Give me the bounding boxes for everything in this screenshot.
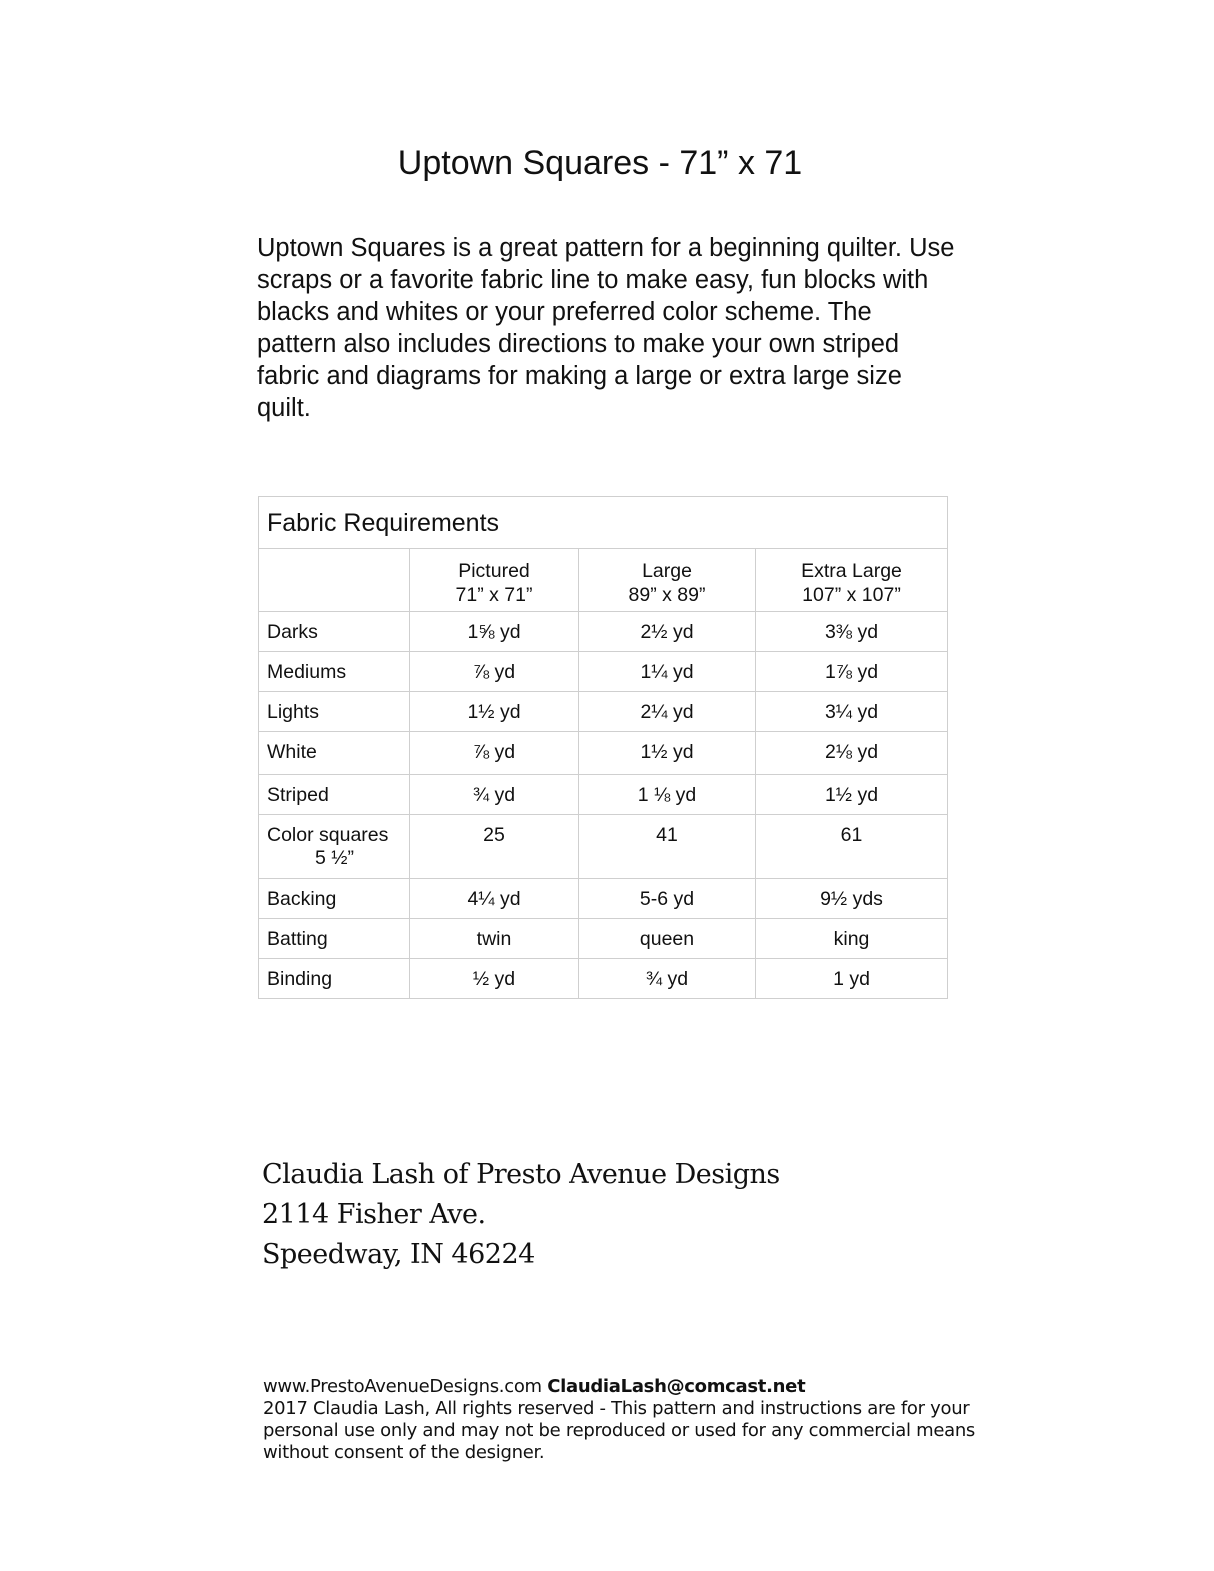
table-cell: ¾ yd — [578, 958, 756, 999]
table-cell: 2⅛ yd — [755, 731, 948, 775]
address-line-3: Speedway, IN 46224 — [262, 1239, 535, 1270]
table-row: Color squares 5 ½” 25 41 61 — [258, 814, 948, 879]
table-cell: queen — [578, 918, 756, 959]
website-link[interactable]: www.PrestoAvenueDesigns.com — [263, 1376, 542, 1397]
table-cell: ⅞ yd — [409, 651, 579, 692]
row-label: White — [258, 731, 410, 775]
row-label: Lights — [258, 691, 410, 732]
table-row: White ⅞ yd 1½ yd 2⅛ yd — [258, 731, 948, 775]
table-row: Mediums ⅞ yd 1¼ yd 1⅞ yd — [258, 651, 948, 692]
address-line-1: Claudia Lash of Presto Avenue Designs — [262, 1159, 780, 1190]
table-cell: twin — [409, 918, 579, 959]
fabric-requirements-table: Fabric Requirements Pictured 71” x 71” La… — [258, 496, 948, 999]
table-cell: 1½ yd — [755, 774, 948, 815]
row-label: Binding — [258, 958, 410, 999]
empty-header-cell — [258, 548, 410, 612]
table-cell: 2¼ yd — [578, 691, 756, 732]
table-cell: 2½ yd — [578, 611, 756, 652]
row-label: Striped — [258, 774, 410, 815]
table-row: Batting twin queen king — [258, 918, 948, 959]
table-title: Fabric Requirements — [258, 496, 948, 549]
address-line-2: 2114 Fisher Ave. — [262, 1199, 486, 1230]
table-cell: ½ yd — [409, 958, 579, 999]
table-cell: 3¼ yd — [755, 691, 948, 732]
table-row: Striped ¾ yd 1 ⅛ yd 1½ yd — [258, 774, 948, 815]
table-cell: 1⅞ yd — [755, 651, 948, 692]
table-cell: 1⅝ yd — [409, 611, 579, 652]
table-row: Binding ½ yd ¾ yd 1 yd — [258, 958, 948, 999]
column-header-large: Large 89” x 89” — [578, 548, 756, 612]
table-cell: 1 ⅛ yd — [578, 774, 756, 815]
table-row: Darks 1⅝ yd 2½ yd 3⅜ yd — [258, 611, 948, 652]
table-cell: 25 — [409, 814, 579, 879]
table-cell: 4¼ yd — [409, 878, 579, 919]
designer-address: Claudia Lash of Presto Avenue Designs 21… — [262, 1155, 780, 1275]
row-label: Mediums — [258, 651, 410, 692]
email-link[interactable]: ClaudiaLash@comcast.net — [547, 1376, 806, 1397]
row-label: Backing — [258, 878, 410, 919]
row-label: Color squares 5 ½” — [258, 814, 410, 879]
table-cell: 61 — [755, 814, 948, 879]
table-cell: 41 — [578, 814, 756, 879]
table-cell: ⅞ yd — [409, 731, 579, 775]
footer: www.PrestoAvenueDesigns.com ClaudiaLash@… — [263, 1376, 1003, 1464]
row-label: Batting — [258, 918, 410, 959]
column-header-pictured: Pictured 71” x 71” — [409, 548, 579, 612]
table-cell: 1¼ yd — [578, 651, 756, 692]
intro-paragraph: Uptown Squares is a great pattern for a … — [257, 234, 955, 422]
table-row: Lights 1½ yd 2¼ yd 3¼ yd — [258, 691, 948, 732]
table-cell: king — [755, 918, 948, 959]
copyright-text: 2017 Claudia Lash, All rights reserved -… — [263, 1398, 976, 1463]
table-header-row: Pictured 71” x 71” Large 89” x 89” Extra L… — [258, 548, 948, 612]
table-cell: 1½ yd — [409, 691, 579, 732]
table-cell: 1½ yd — [578, 731, 756, 775]
table-cell: 5-6 yd — [578, 878, 756, 919]
table-row: Backing 4¼ yd 5-6 yd 9½ yds — [258, 878, 948, 919]
row-label: Darks — [258, 611, 410, 652]
column-header-extra-large: Extra Large 107” x 107” — [755, 548, 948, 612]
table-cell: ¾ yd — [409, 774, 579, 815]
table-cell: 3⅜ yd — [755, 611, 948, 652]
table-cell: 1 yd — [755, 958, 948, 999]
page-title: Uptown Squares - 71” x 71 — [397, 144, 803, 182]
table-cell: 9½ yds — [755, 878, 948, 919]
